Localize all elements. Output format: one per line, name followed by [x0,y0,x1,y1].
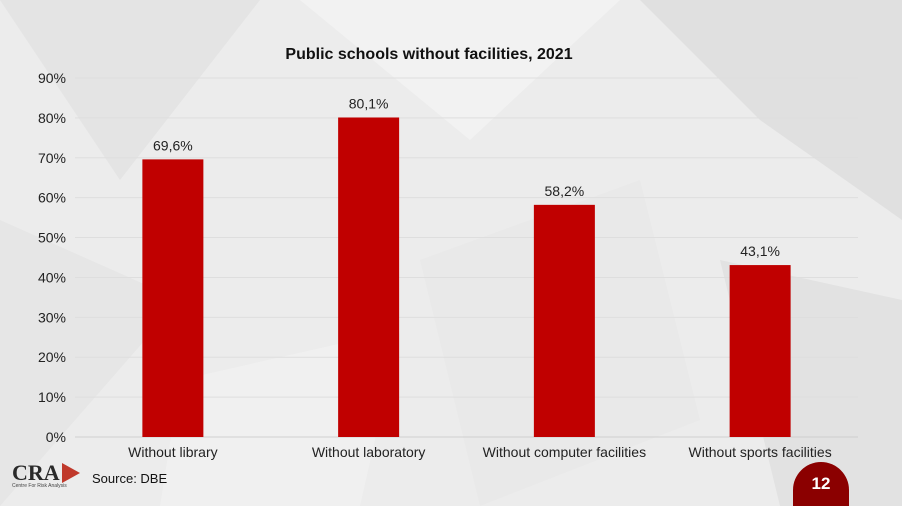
y-tick-label: 20% [38,349,66,365]
y-tick-label: 50% [38,230,66,246]
y-axis-ticks: 0% 10% 20% 30% 40% 50% 60% 70% 80% 90% [38,70,66,445]
logo-subtext: Centre For Risk Analysis [12,483,67,489]
y-tick-label: 70% [38,150,66,166]
y-tick-label: 60% [38,190,66,206]
logo-text: CRA [12,460,60,485]
category-label: Without laboratory [312,444,426,460]
bar [142,159,204,437]
bar [533,204,595,437]
y-tick-label: 40% [38,269,66,285]
y-tick-label: 30% [38,309,66,325]
gridlines [75,77,858,438]
data-label: 43,1% [740,243,780,259]
category-labels: Without library Without laboratory Without… [128,444,832,460]
page-number-badge: 12 [793,462,849,506]
category-label: Without computer facilities [483,444,646,460]
data-label: 80,1% [349,95,389,111]
play-arrow-icon [62,463,80,483]
y-tick-label: 90% [38,70,66,86]
data-labels: 69,6% 80,1% 58,2% 43,1% [153,95,780,259]
bars [142,117,791,438]
bar [338,117,400,438]
category-label: Without library [128,444,217,460]
y-tick-label: 10% [38,389,66,405]
chart-title: Public schools without facilities, 2021 [285,46,572,63]
bar [729,265,791,437]
y-tick-label: 80% [38,110,66,126]
data-label: 69,6% [153,137,193,153]
data-label: 58,2% [545,183,585,199]
category-label: Without sports facilities [689,444,832,460]
cra-logo: CRA Centre For Risk Analysis [12,460,86,496]
source-note: Source: DBE [92,471,168,486]
y-tick-label: 0% [46,429,66,445]
